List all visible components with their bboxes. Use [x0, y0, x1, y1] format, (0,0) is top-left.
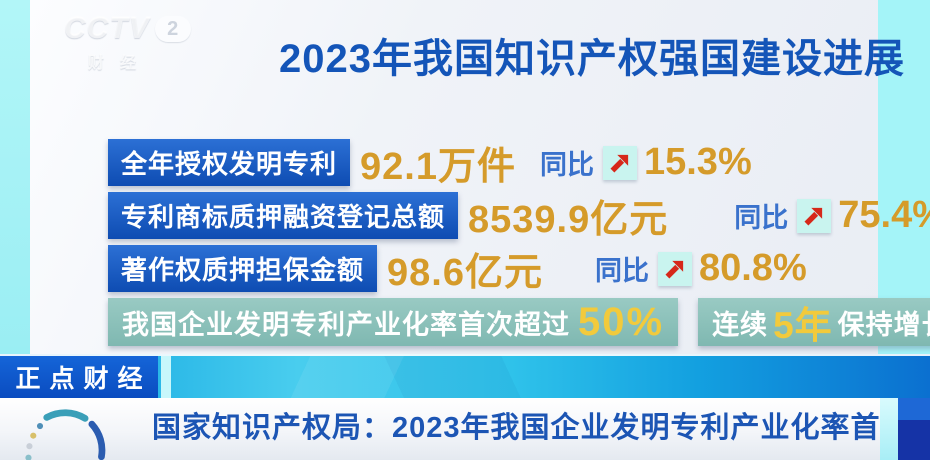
yoy-group: 同比 75.4% [734, 194, 930, 237]
cctv-channel-subtitle: 财经 [88, 55, 153, 72]
cctv-logo-text: CCTV [64, 12, 150, 45]
stat-row: 著作权质押担保金额 98.6亿元 同比 80.8% [108, 245, 807, 294]
trend-up-arrow-icon [602, 145, 637, 180]
stat-label-badge: 全年授权发明专利 [108, 139, 351, 186]
content-panel: CCTV 2 财经 2023年我国知识产权强国建设进展 全年授权发明专利 92.… [30, 0, 930, 356]
bottom-right-navy-corner [898, 420, 930, 460]
stat-row: 全年授权发明专利 92.1万件 同比 15.3% [108, 139, 752, 188]
segmented-ring-logo-icon [25, 409, 106, 460]
yoy-value: 15.3% [643, 141, 752, 183]
yoy-group: 同比 80.8% [595, 247, 807, 290]
cctv-logo-row: CCTV 2 [64, 12, 191, 46]
yoy-label: 同比 [594, 256, 649, 286]
highlight-secondary-prefix: 连续 [712, 309, 769, 340]
trend-up-arrow-icon [797, 198, 832, 233]
highlight-secondary-badge: 连续 5年 保持增长 [698, 298, 930, 346]
yoy-value: 75.4% [838, 194, 930, 236]
yoy-group: 同比 15.3% [540, 141, 752, 184]
trend-up-arrow-icon [657, 251, 692, 286]
stat-value: 92.1万件 [360, 146, 516, 188]
left-cyan-stripe [0, 0, 30, 356]
program-bar: 正点财经 [0, 354, 930, 398]
highlight-secondary-emphasis: 5年 [773, 305, 833, 346]
right-cyan-stripe [878, 0, 930, 356]
highlight-primary-emphasis: 50% [578, 299, 665, 344]
news-ticker: 国家知识产权局：2023年我国企业发明专利产业化率首超50% [0, 398, 880, 460]
stat-value: 98.6亿元 [387, 252, 543, 294]
ticker-right-blue-block [898, 398, 930, 460]
cctv2-channel-logo: CCTV 2 财经 [64, 12, 191, 73]
cctv-channel-number: 2 [154, 16, 191, 42]
yoy-label: 同比 [539, 150, 594, 180]
bar-divider [161, 356, 171, 398]
stat-label-badge: 著作权质押担保金额 [108, 245, 378, 292]
ticker-headline: 国家知识产权局：2023年我国企业发明专利产业化率首超50% [152, 412, 880, 444]
stat-label-badge: 专利商标质押融资登记总额 [108, 192, 459, 239]
highlight-primary-text: 我国企业发明专利产业化率首次超过 [122, 309, 570, 340]
yoy-label: 同比 [734, 203, 789, 233]
stat-row: 专利商标质押融资登记总额 8539.9亿元 同比 75.4% [108, 192, 930, 241]
page-title: 2023年我国知识产权强国建设进展 [279, 37, 905, 81]
highlight-secondary-suffix: 保持增长 [837, 309, 930, 340]
stat-value: 8539.9亿元 [468, 199, 669, 241]
highlight-primary-badge: 我国企业发明专利产业化率首次超过 50% [108, 298, 679, 346]
program-badge: 正点财经 [0, 356, 158, 398]
ticker-right-cyan-strip [880, 398, 898, 460]
highlight-row: 我国企业发明专利产业化率首次超过 50% 连续 5年 保持增长 [108, 298, 930, 346]
yoy-value: 80.8% [698, 247, 807, 289]
